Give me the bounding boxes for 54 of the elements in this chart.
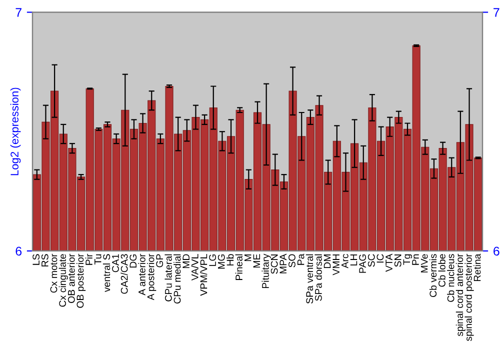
x-tick-label: SPa ventral [306, 254, 314, 304]
x-tick-label: LS [32, 254, 40, 265]
x-tick-label: ME [253, 254, 260, 268]
x-tick-label: SO [288, 254, 296, 268]
x-tick-label: LG [209, 254, 216, 266]
x-tick-label: CPu medial [174, 254, 181, 304]
x-tick-label: VA/VL [191, 254, 198, 281]
x-tick-label: ventral S [102, 254, 110, 292]
x-tick-label: DM [324, 254, 331, 268]
x-tick-label: RS [41, 254, 48, 266]
x-tick-label: CA2/CA3 [120, 254, 128, 294]
x-tick-label: Cb lobe [438, 254, 446, 287]
x-tick-label: Pa [297, 254, 304, 265]
x-tick-label: OB anterior [68, 254, 75, 303]
x-tick-label: M [244, 254, 252, 262]
x-tick-label: Tg [403, 254, 412, 265]
x-tick-label: Hb [226, 254, 234, 266]
x-tick-label: Pituitary [262, 254, 271, 288]
x-tick-label: Cb vermis [429, 254, 437, 297]
x-tick-label: SPa dorsal [314, 254, 322, 301]
x-tick-label: MPA [280, 254, 286, 274]
x-tick-label: Retina [474, 254, 481, 282]
x-tick-label: Pir [85, 254, 92, 265]
x-tick-label: CA1 [112, 254, 119, 272]
x-tick-label: A posterior [147, 254, 156, 300]
x-tick-label: SC [368, 254, 375, 267]
x-tick-label: Cx cingulate [58, 254, 68, 307]
x-tick-label: VTA [386, 254, 392, 272]
x-tick-label: SN [394, 254, 402, 267]
x-tick-label: Pineal [235, 254, 242, 280]
x-tick-label: SCN [270, 254, 278, 274]
y2-tick-label: 7 [494, 8, 500, 17]
y-axis-title: Log2 (expression) [10, 88, 21, 176]
x-tick-label: OB posterior [76, 254, 86, 308]
x-tick-label: spinal cord anterior [456, 254, 465, 336]
x-tick-label: MD [182, 254, 190, 268]
x-tick-label: DG [130, 254, 137, 268]
x-tick-label: GP [156, 254, 164, 268]
x-tick-label: Cb nucleus [447, 254, 454, 302]
x-tick-label: VPM/VPL [200, 254, 208, 296]
x-tick-label: IC [376, 254, 384, 263]
x-tick-label: CPu lateral [164, 254, 172, 302]
x-tick-label: Arc [342, 254, 348, 268]
y2-tick-label: 6 [494, 246, 500, 256]
x-tick-label: PAG [359, 254, 366, 273]
x-tick-label: A anterior [138, 254, 146, 296]
x-tick-label: spinal cord posterior [464, 254, 474, 341]
x-tick-label: MG [218, 254, 225, 269]
x-tick-label: Pn [412, 254, 419, 265]
x-tick-label: MVe [420, 254, 428, 272]
x-tick-label: VMH [332, 254, 340, 276]
x-tick-label: Tu [94, 254, 102, 264]
x-tick-label: Cx motor [50, 254, 58, 293]
x-tick-label: LH [350, 254, 358, 266]
